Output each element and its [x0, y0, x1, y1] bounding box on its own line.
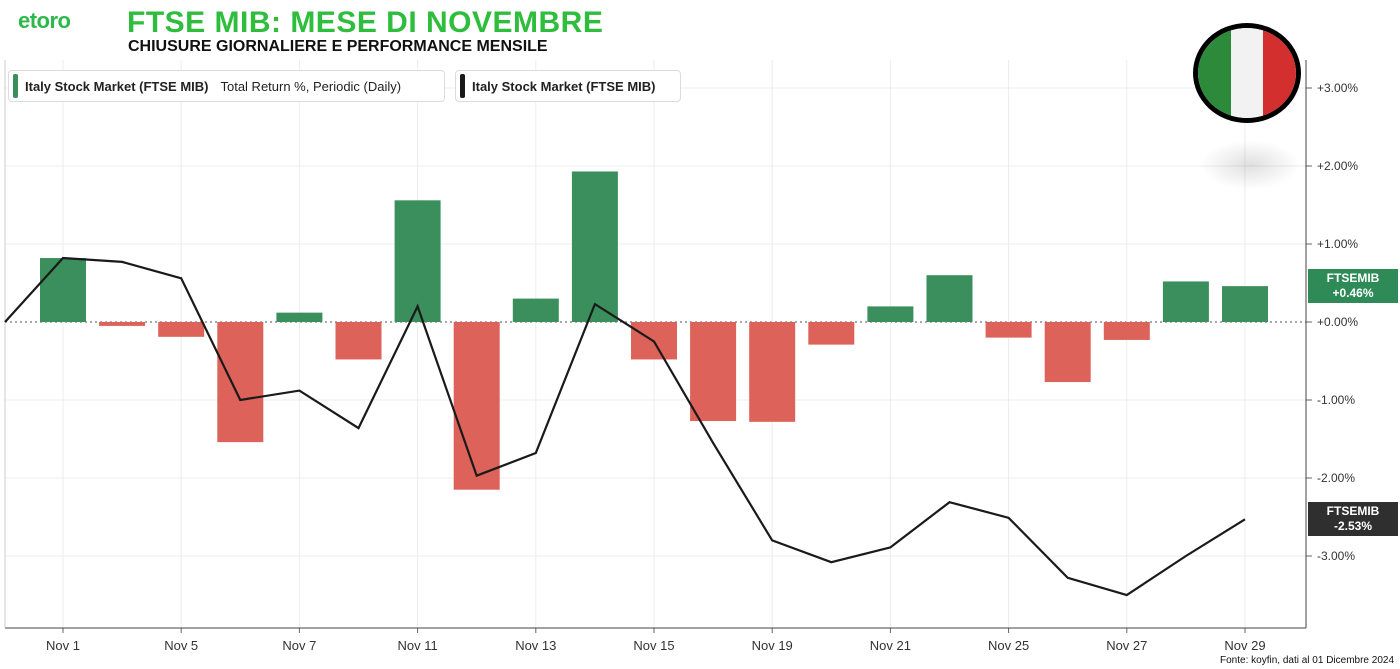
italy-flag-icon	[1193, 23, 1301, 123]
x-tick-label: Nov 25	[988, 638, 1029, 653]
x-tick-label: Nov 29	[1224, 638, 1265, 653]
bar-negative	[99, 322, 146, 326]
bar-positive	[1222, 286, 1268, 322]
chart-subtitle: CHIUSURE GIORNALIERE E PERFORMANCE MENSI…	[128, 38, 548, 55]
x-tick-label: Nov 27	[1106, 638, 1147, 653]
x-tick-label: Nov 19	[752, 638, 793, 653]
bar-negative	[1103, 322, 1150, 340]
badge-line-ticker: FTSEMIB	[1326, 504, 1380, 518]
flag-white-stripe	[1230, 28, 1264, 118]
x-tick-label: Nov 21	[870, 638, 911, 653]
bar-positive	[40, 258, 86, 322]
x-tick-label: Nov 11	[397, 638, 437, 653]
y-tick-label: -2.00%	[1317, 471, 1355, 485]
badge-bars-value: +0.46%	[1332, 286, 1374, 300]
y-tick-label: -3.00%	[1317, 549, 1355, 563]
y-tick-label: +2.00%	[1317, 159, 1358, 173]
bar-positive	[1162, 281, 1209, 322]
x-tick-label: Nov 13	[515, 638, 556, 653]
bar-negative	[808, 322, 855, 345]
legend-line-swatch	[460, 74, 465, 98]
bar-negative	[453, 322, 500, 490]
legend-line[interactable]: Italy Stock Market (FTSE MIB)	[455, 70, 681, 102]
bar-negative	[690, 322, 737, 422]
chart-title: FTSE MIB: MESE DI NOVEMBRE	[127, 6, 604, 39]
bar-negative	[1044, 322, 1091, 383]
x-tick-label: Nov 7	[282, 638, 316, 653]
bar-positive	[926, 275, 973, 322]
y-tick-label: -1.00%	[1317, 393, 1355, 407]
x-tick-label: Nov 15	[633, 638, 674, 653]
legend-bars-swatch	[13, 74, 18, 98]
legend-bars-name: Italy Stock Market (FTSE MIB)	[25, 78, 209, 94]
bar-positive	[571, 171, 618, 322]
cumulative-return-line	[4, 256, 1246, 597]
x-tick-label: Nov 1	[46, 638, 80, 653]
y-tick-label: +1.00%	[1317, 237, 1358, 251]
x-tick-label: Nov 5	[164, 638, 198, 653]
bar-negative	[985, 322, 1032, 338]
bar-positive	[512, 298, 559, 322]
legend-line-name: Italy Stock Market (FTSE MIB)	[472, 78, 656, 94]
y-tick-label: +3.00%	[1317, 81, 1358, 95]
bar-positive	[867, 306, 914, 322]
bar-negative	[335, 322, 382, 360]
bar-negative	[749, 322, 796, 422]
last-bar-value-badge: FTSEMIB +0.46%	[1308, 269, 1398, 303]
badge-bars-ticker: FTSEMIB	[1326, 271, 1380, 285]
legend-bars[interactable]: Italy Stock Market (FTSE MIB) Total Retu…	[8, 70, 445, 102]
y-tick-label: +0.00%	[1317, 315, 1358, 329]
legend-bars-desc: Total Return %, Periodic (Daily)	[220, 78, 402, 94]
flag-shadow	[1200, 140, 1300, 190]
badge-line-value: -2.53%	[1333, 519, 1373, 533]
source-note: Fonte: koyfin, dati al 01 Dicembre 2024	[1220, 655, 1394, 666]
bar-positive	[276, 312, 323, 322]
last-line-value-badge: FTSEMIB -2.53%	[1308, 502, 1398, 536]
etoro-logo: etoro	[18, 8, 71, 33]
bar-positive	[394, 200, 441, 322]
bar-negative	[217, 322, 264, 443]
bar-negative	[158, 322, 205, 337]
